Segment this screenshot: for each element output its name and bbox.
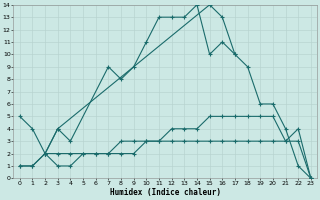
X-axis label: Humidex (Indice chaleur): Humidex (Indice chaleur) xyxy=(110,188,221,197)
